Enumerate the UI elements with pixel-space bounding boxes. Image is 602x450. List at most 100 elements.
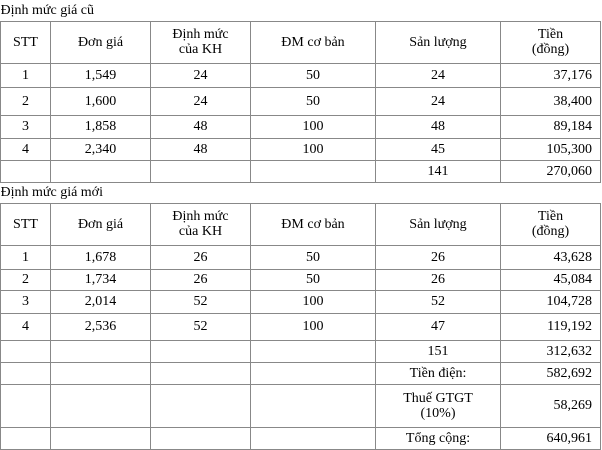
empty-cell [50, 426, 151, 450]
header-cell: Định mức của KH [150, 20, 251, 64]
data-cell: 3 [0, 114, 51, 139]
empty-cell [0, 383, 51, 428]
total-amount: 312,632 [499, 339, 602, 363]
data-cell: 50 [250, 62, 376, 88]
empty-cell [150, 361, 251, 385]
empty-cell [150, 383, 251, 428]
data-cell: 26 [375, 268, 501, 291]
data-cell: 52 [150, 289, 251, 314]
table-row: 3 1,858 48 100 48 89,184 [0, 114, 602, 139]
table-row: Tổng cộng: 640,961 [0, 426, 602, 450]
data-cell: 45,084 [499, 268, 602, 291]
data-cell: 100 [250, 114, 376, 139]
data-cell: 1,734 [50, 268, 151, 291]
table-row: 4 2,536 52 100 47 119,192 [0, 312, 602, 341]
total-quantity: 141 [375, 159, 501, 183]
section-title: Định mức giá cũ [0, 2, 95, 18]
table-row: Thuế GTGT (10%) 58,269 [0, 383, 602, 428]
table-row: 1 1,549 24 50 24 37,176 [0, 62, 602, 88]
data-cell: 4 [0, 137, 51, 161]
table-row: Định mức giá mới [1, 182, 601, 203]
header-cell: Đơn giá [50, 20, 151, 64]
data-cell: 48 [375, 114, 501, 139]
header-cell: ĐM cơ bản [250, 202, 376, 246]
summary-label: Tiền điện: [375, 361, 501, 385]
data-cell: 1 [0, 244, 51, 270]
data-cell: 119,192 [499, 312, 602, 341]
data-cell: 37,176 [499, 62, 602, 88]
data-cell: 2,014 [50, 289, 151, 314]
data-cell: 4 [0, 312, 51, 341]
table-row: Tiền điện: 582,692 [0, 361, 602, 385]
data-cell: 50 [250, 244, 376, 270]
data-cell: 1 [0, 62, 51, 88]
empty-cell [50, 361, 151, 385]
table-row: Định mức giá cũ [1, 0, 601, 21]
section-title: Định mức giá mới [0, 185, 103, 200]
header-cell: ĐM cơ bản [250, 20, 376, 64]
data-cell: 24 [375, 62, 501, 88]
data-cell: 2 [0, 86, 51, 116]
empty-cell [0, 426, 51, 450]
data-cell: 48 [150, 137, 251, 161]
empty-cell [250, 361, 376, 385]
summary-value: 58,269 [499, 383, 602, 428]
header-cell-text: Định mức của KH [172, 209, 229, 239]
data-cell: 24 [150, 62, 251, 88]
table-row: STT Đơn giá Định mức của KH ĐM cơ bản Sản lư… [0, 20, 602, 64]
data-cell: 1,600 [50, 86, 151, 116]
empty-cell [150, 339, 251, 363]
data-cell: 2,536 [50, 312, 151, 341]
data-cell: 1,549 [50, 62, 151, 88]
total-quantity: 151 [375, 339, 501, 363]
data-cell: 24 [150, 86, 251, 116]
data-cell: 104,728 [499, 289, 602, 314]
empty-cell [0, 361, 51, 385]
data-cell: 52 [375, 289, 501, 314]
table-row: 3 2,014 52 100 52 104,728 [0, 289, 602, 314]
data-cell: 26 [150, 268, 251, 291]
header-cell: Đơn giá [50, 202, 151, 246]
table-row: STT Đơn giá Định mức của KH ĐM cơ bản Sản lư… [0, 202, 602, 246]
empty-cell [0, 159, 51, 183]
data-cell: 50 [250, 268, 376, 291]
empty-cell [50, 159, 151, 183]
empty-cell [150, 426, 251, 450]
table-row: 4 2,340 48 100 45 105,300 [0, 137, 602, 161]
header-cell: Định mức của KH [150, 202, 251, 246]
summary-value: 582,692 [499, 361, 602, 385]
header-cell: Tiền (đồng) [499, 202, 602, 246]
data-cell: 89,184 [499, 114, 602, 139]
data-cell: 105,300 [499, 137, 602, 161]
data-cell: 2 [0, 268, 51, 291]
data-cell: 50 [250, 86, 376, 116]
empty-cell [0, 339, 51, 363]
empty-cell [250, 426, 376, 450]
data-cell: 100 [250, 289, 376, 314]
summary-label: Thuế GTGT (10%) [375, 383, 501, 428]
header-cell-text: Tiền (đồng) [531, 27, 570, 57]
data-cell: 47 [375, 312, 501, 341]
data-cell: 2,340 [50, 137, 151, 161]
data-cell: 45 [375, 137, 501, 161]
header-cell-text: Định mức của KH [172, 27, 229, 57]
header-cell: Sản lượng [375, 202, 501, 246]
summary-label-text: Thuế GTGT (10%) [403, 390, 473, 421]
summary-label: Tổng cộng: [375, 426, 501, 450]
data-cell: 43,628 [499, 244, 602, 270]
table-row: 1 1,678 26 50 26 43,628 [0, 244, 602, 270]
data-cell: 24 [375, 86, 501, 116]
header-cell: STT [0, 20, 51, 64]
empty-cell [250, 383, 376, 428]
header-cell-text: Tiền (đồng) [531, 209, 570, 239]
empty-cell [150, 159, 251, 183]
empty-cell [250, 339, 376, 363]
table-row: 141 270,060 [0, 159, 602, 183]
data-cell: 100 [250, 137, 376, 161]
data-cell: 3 [0, 289, 51, 314]
data-cell: 38,400 [499, 86, 602, 116]
empty-cell [250, 159, 376, 183]
empty-cell [50, 383, 151, 428]
data-cell: 26 [150, 244, 251, 270]
